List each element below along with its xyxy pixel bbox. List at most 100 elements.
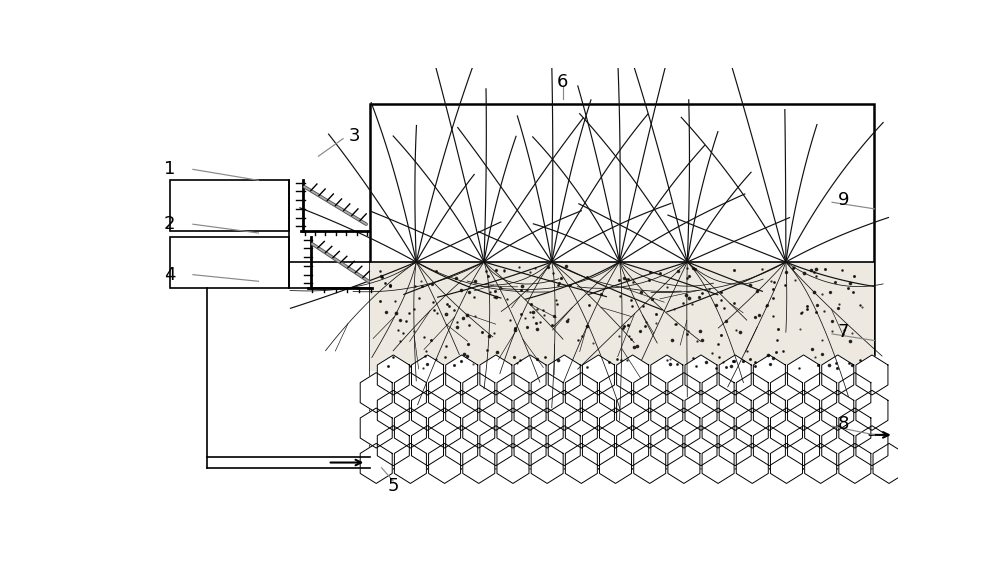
Polygon shape	[582, 390, 614, 430]
Polygon shape	[480, 355, 512, 395]
Polygon shape	[805, 408, 837, 448]
Polygon shape	[668, 443, 700, 483]
Polygon shape	[429, 373, 461, 413]
Polygon shape	[360, 373, 392, 413]
Polygon shape	[736, 408, 768, 448]
Polygon shape	[617, 355, 649, 395]
Polygon shape	[446, 390, 478, 430]
Polygon shape	[634, 408, 666, 448]
Polygon shape	[685, 390, 717, 430]
Polygon shape	[463, 373, 495, 413]
Polygon shape	[634, 373, 666, 413]
Polygon shape	[839, 443, 871, 483]
Polygon shape	[651, 390, 683, 430]
Polygon shape	[651, 426, 683, 466]
Polygon shape	[446, 355, 478, 395]
Polygon shape	[685, 426, 717, 466]
Bar	[370, 104, 874, 468]
Polygon shape	[702, 443, 734, 483]
Polygon shape	[753, 355, 785, 395]
Polygon shape	[514, 390, 546, 430]
Polygon shape	[702, 373, 734, 413]
Polygon shape	[360, 443, 392, 483]
Polygon shape	[480, 426, 512, 466]
Polygon shape	[497, 408, 529, 448]
Polygon shape	[463, 443, 495, 483]
Polygon shape	[411, 355, 443, 395]
Polygon shape	[377, 426, 409, 466]
Text: 9: 9	[838, 191, 849, 209]
Polygon shape	[668, 408, 700, 448]
Polygon shape	[514, 355, 546, 395]
Polygon shape	[497, 373, 529, 413]
Polygon shape	[548, 390, 580, 430]
Polygon shape	[531, 373, 563, 413]
Polygon shape	[770, 443, 802, 483]
Polygon shape	[446, 426, 478, 466]
Polygon shape	[822, 426, 854, 466]
Polygon shape	[394, 408, 426, 448]
Polygon shape	[582, 355, 614, 395]
Polygon shape	[736, 443, 768, 483]
Polygon shape	[429, 443, 461, 483]
Text: 7: 7	[838, 323, 849, 341]
Polygon shape	[788, 426, 820, 466]
Polygon shape	[411, 390, 443, 430]
Text: 4: 4	[164, 266, 176, 284]
Text: 8: 8	[838, 415, 849, 433]
Polygon shape	[770, 408, 802, 448]
Polygon shape	[480, 390, 512, 430]
Polygon shape	[822, 355, 854, 395]
Polygon shape	[617, 426, 649, 466]
Polygon shape	[565, 373, 597, 413]
Polygon shape	[856, 390, 888, 430]
Polygon shape	[600, 408, 632, 448]
Bar	[370, 371, 874, 468]
Polygon shape	[565, 408, 597, 448]
Polygon shape	[753, 426, 785, 466]
Text: 6: 6	[557, 72, 568, 91]
Polygon shape	[548, 355, 580, 395]
Text: 2: 2	[164, 215, 176, 233]
Polygon shape	[565, 443, 597, 483]
Polygon shape	[805, 373, 837, 413]
Bar	[170, 237, 289, 288]
Polygon shape	[394, 443, 426, 483]
Polygon shape	[719, 426, 751, 466]
Polygon shape	[360, 408, 392, 448]
Polygon shape	[634, 443, 666, 483]
Bar	[170, 180, 289, 231]
Polygon shape	[463, 408, 495, 448]
Polygon shape	[668, 373, 700, 413]
Polygon shape	[805, 443, 837, 483]
Polygon shape	[788, 355, 820, 395]
Polygon shape	[719, 390, 751, 430]
Polygon shape	[377, 355, 409, 395]
Polygon shape	[856, 426, 888, 466]
Text: 5: 5	[387, 477, 399, 495]
Polygon shape	[600, 373, 632, 413]
Polygon shape	[719, 355, 751, 395]
Polygon shape	[514, 426, 546, 466]
Polygon shape	[702, 408, 734, 448]
Polygon shape	[753, 390, 785, 430]
Polygon shape	[617, 390, 649, 430]
Polygon shape	[394, 373, 426, 413]
Polygon shape	[377, 390, 409, 430]
Polygon shape	[873, 443, 905, 483]
Polygon shape	[411, 426, 443, 466]
Polygon shape	[531, 408, 563, 448]
Polygon shape	[839, 373, 871, 413]
Polygon shape	[856, 355, 888, 395]
Polygon shape	[839, 408, 871, 448]
Polygon shape	[429, 408, 461, 448]
Polygon shape	[788, 390, 820, 430]
Polygon shape	[531, 443, 563, 483]
Polygon shape	[736, 373, 768, 413]
Polygon shape	[685, 355, 717, 395]
Polygon shape	[822, 390, 854, 430]
Text: 1: 1	[164, 160, 176, 178]
Polygon shape	[651, 355, 683, 395]
Polygon shape	[600, 443, 632, 483]
Polygon shape	[548, 426, 580, 466]
